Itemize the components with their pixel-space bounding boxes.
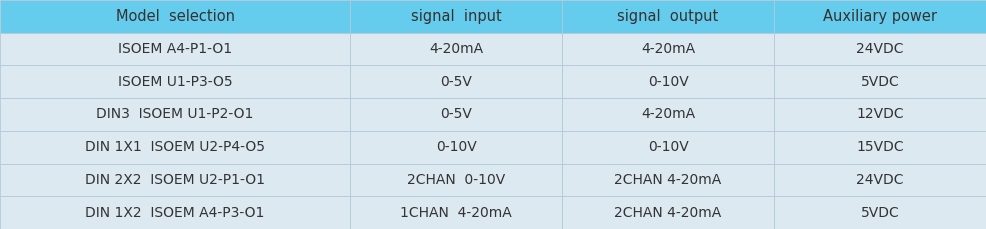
Text: 0-5V: 0-5V <box>440 107 472 122</box>
Text: DIN 1X1  ISOEM U2-P4-O5: DIN 1X1 ISOEM U2-P4-O5 <box>85 140 265 154</box>
Bar <box>350 196 562 229</box>
Text: 0-5V: 0-5V <box>440 75 472 89</box>
Bar <box>774 0 986 33</box>
Text: 24VDC: 24VDC <box>856 42 904 56</box>
Bar <box>350 164 562 196</box>
Text: 0-10V: 0-10V <box>648 140 688 154</box>
Text: Auxiliary power: Auxiliary power <box>823 9 937 24</box>
Text: 5VDC: 5VDC <box>861 206 899 220</box>
Bar <box>350 65 562 98</box>
Text: ISOEM U1-P3-O5: ISOEM U1-P3-O5 <box>117 75 233 89</box>
Text: 4-20mA: 4-20mA <box>429 42 483 56</box>
Bar <box>0 33 350 65</box>
Bar <box>0 164 350 196</box>
Bar <box>0 0 350 33</box>
Bar <box>0 98 350 131</box>
Text: DIN 2X2  ISOEM U2-P1-O1: DIN 2X2 ISOEM U2-P1-O1 <box>85 173 265 187</box>
Bar <box>562 196 774 229</box>
Text: Model  selection: Model selection <box>115 9 235 24</box>
Bar <box>774 33 986 65</box>
Bar <box>350 98 562 131</box>
Text: DIN 1X2  ISOEM A4-P3-O1: DIN 1X2 ISOEM A4-P3-O1 <box>86 206 264 220</box>
Bar <box>774 65 986 98</box>
Text: ISOEM A4-P1-O1: ISOEM A4-P1-O1 <box>118 42 232 56</box>
Bar <box>0 131 350 164</box>
Text: 12VDC: 12VDC <box>856 107 904 122</box>
Bar <box>562 0 774 33</box>
Text: 15VDC: 15VDC <box>856 140 904 154</box>
Text: 4-20mA: 4-20mA <box>641 42 695 56</box>
Text: 2CHAN  0-10V: 2CHAN 0-10V <box>407 173 505 187</box>
Bar <box>0 196 350 229</box>
Bar <box>774 131 986 164</box>
Bar <box>562 164 774 196</box>
Text: 24VDC: 24VDC <box>856 173 904 187</box>
Bar <box>774 98 986 131</box>
Bar <box>562 33 774 65</box>
Bar <box>562 98 774 131</box>
Bar <box>0 65 350 98</box>
Bar <box>774 164 986 196</box>
Text: 4-20mA: 4-20mA <box>641 107 695 122</box>
Text: 0-10V: 0-10V <box>436 140 476 154</box>
Text: 2CHAN 4-20mA: 2CHAN 4-20mA <box>614 206 722 220</box>
Text: 2CHAN 4-20mA: 2CHAN 4-20mA <box>614 173 722 187</box>
Bar <box>562 65 774 98</box>
Text: DIN3  ISOEM U1-P2-O1: DIN3 ISOEM U1-P2-O1 <box>97 107 253 122</box>
Text: signal  input: signal input <box>410 9 502 24</box>
Bar <box>774 196 986 229</box>
Text: 0-10V: 0-10V <box>648 75 688 89</box>
Bar <box>562 131 774 164</box>
Text: 5VDC: 5VDC <box>861 75 899 89</box>
Bar <box>350 131 562 164</box>
Bar <box>350 0 562 33</box>
Text: 1CHAN  4-20mA: 1CHAN 4-20mA <box>400 206 512 220</box>
Text: signal  output: signal output <box>617 9 719 24</box>
Bar <box>350 33 562 65</box>
